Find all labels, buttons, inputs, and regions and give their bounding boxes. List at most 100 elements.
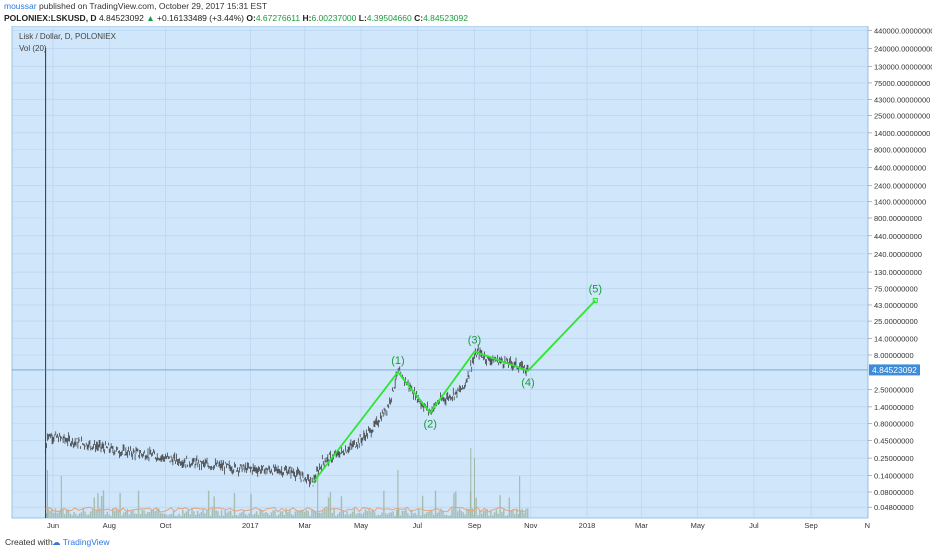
volume-bar xyxy=(76,515,79,518)
volume-bar xyxy=(423,514,426,518)
volume-bar xyxy=(172,511,175,518)
grid-lines xyxy=(12,26,868,518)
volume-bar xyxy=(303,512,306,518)
volume-bar xyxy=(228,511,230,518)
symbol-label[interactable]: POLONIEX:LSKUSD, D xyxy=(4,13,97,23)
price-change: +0.16133489 (+3.44%) xyxy=(157,13,244,23)
volume-bar xyxy=(298,511,300,518)
volume-bar xyxy=(290,514,293,518)
volume-bar xyxy=(493,512,496,518)
volume-bar xyxy=(394,515,396,518)
volume-bar xyxy=(152,509,155,518)
volume-bar xyxy=(340,496,343,518)
wave-label: (2) xyxy=(423,419,436,431)
volume-bar xyxy=(333,508,335,518)
volume-bar xyxy=(252,514,254,518)
volume-bar xyxy=(132,510,134,518)
y-tick-label: 75000.00000000 xyxy=(874,79,930,88)
volume-bar xyxy=(294,511,297,518)
volume-bar xyxy=(112,508,114,518)
volume-bar xyxy=(499,495,501,518)
volume-bar xyxy=(357,512,359,518)
time-axis[interactable]: Jun Aug Oct 2017 Mar May Jul Sep Nov 2018 Mar May Ju… xyxy=(47,521,870,530)
volume-bar xyxy=(123,512,125,518)
volume-bar xyxy=(169,514,171,518)
volume-bar xyxy=(348,514,350,518)
volume-bar xyxy=(314,511,317,518)
wave-label: (5) xyxy=(589,283,602,295)
volume-bar xyxy=(412,513,415,518)
volume-bar xyxy=(359,512,361,518)
volume-bar xyxy=(141,509,143,518)
volume-bar xyxy=(445,514,448,518)
y-tick-label: 1.40000000 xyxy=(874,403,914,412)
volume-bar xyxy=(479,510,481,518)
volume-bar xyxy=(69,513,72,518)
volume-bar xyxy=(344,514,346,518)
volume-bar xyxy=(233,493,236,518)
volume-bar xyxy=(235,514,238,518)
price-axis[interactable]: 440000.00000000 240000.00000000 130000.000… xyxy=(868,26,932,512)
volume-bar xyxy=(527,508,529,518)
volume-bar xyxy=(226,512,228,518)
volume-bar xyxy=(211,508,214,518)
volume-bar xyxy=(420,515,422,518)
volume-bar xyxy=(110,515,112,518)
x-tick-label: May xyxy=(354,521,368,530)
volume-bar xyxy=(217,511,219,518)
volume-bar xyxy=(508,497,511,518)
volume-bar xyxy=(224,510,226,518)
wave-label: (4) xyxy=(521,377,534,389)
volume-bar xyxy=(154,511,156,518)
volume-bar xyxy=(231,515,234,518)
y-tick-label: 130.00000000 xyxy=(874,268,922,277)
volume-bar xyxy=(525,508,527,518)
y-tick-label: 4400.00000000 xyxy=(874,163,926,172)
volume-bar xyxy=(158,508,160,518)
volume-bar xyxy=(272,510,274,518)
published-text: published on TradingView.com, October 29… xyxy=(38,1,268,11)
volume-bar xyxy=(161,513,164,518)
volume-bar xyxy=(51,508,53,518)
volume-bar xyxy=(254,513,256,518)
volume-bar xyxy=(200,511,202,518)
volume-bar xyxy=(440,508,442,518)
volume-bar xyxy=(497,513,499,518)
elliott-waves[interactable]: (1) (2) (3) (4) (5) xyxy=(312,283,602,484)
volume-bar xyxy=(213,496,215,518)
price-chart[interactable]: (1) (2) (3) (4) (5) 440000.00000000 240000.00… xyxy=(0,25,932,536)
volume-bar xyxy=(447,515,450,518)
volume-bar xyxy=(266,513,269,518)
volume-bar xyxy=(167,515,169,518)
volume-bar xyxy=(156,508,158,518)
volume-bar xyxy=(337,514,339,518)
volume-bar xyxy=(409,515,411,518)
volume-bar xyxy=(180,515,182,518)
tradingview-logo[interactable]: ☁ TradingView xyxy=(52,537,110,548)
volume-bar xyxy=(482,510,485,518)
author-link[interactable]: moussar xyxy=(4,1,37,11)
volume-bar xyxy=(342,510,344,518)
volume-bar xyxy=(292,515,295,518)
volume-bar xyxy=(134,513,136,518)
volume-bar xyxy=(325,508,328,518)
volume-bar xyxy=(329,492,332,518)
volume-bar xyxy=(265,511,267,518)
volume-bar xyxy=(119,492,121,518)
x-tick-label: Aug xyxy=(103,521,116,530)
y-tick-label: 14000.00000000 xyxy=(874,129,930,138)
volume-bar xyxy=(49,510,51,518)
volume-bar xyxy=(346,511,348,518)
chart-area[interactable]: (1) (2) (3) (4) (5) 440000.00000000 240000.00… xyxy=(0,25,932,536)
volume-bar xyxy=(45,513,48,518)
volume-bar xyxy=(383,490,385,518)
volume-bar xyxy=(75,513,77,518)
volume-bar xyxy=(442,510,444,518)
volume-bar xyxy=(244,514,247,518)
x-tick-label: Jun xyxy=(47,521,59,530)
volume-bar xyxy=(121,515,123,518)
volume-bar xyxy=(307,510,309,518)
volume-bar xyxy=(115,508,118,518)
volume-bar xyxy=(401,511,404,518)
low-label: L: xyxy=(358,13,367,23)
